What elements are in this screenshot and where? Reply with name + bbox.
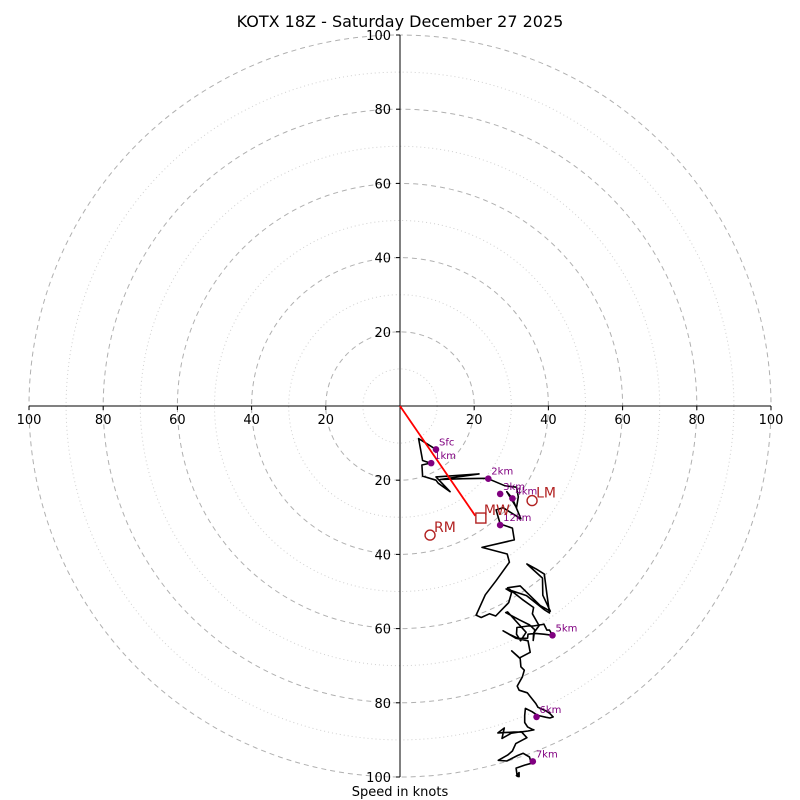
height-marker-label: 4km — [515, 486, 537, 497]
x-tick-label: 100 — [759, 413, 784, 428]
height-marker-label: 1km — [434, 451, 456, 462]
x-tick-label: 80 — [95, 413, 112, 428]
x-tick-label: 20 — [466, 413, 483, 428]
mean-wind-marker — [475, 512, 487, 524]
y-tick-label: 40 — [374, 548, 391, 563]
y-tick-label: 80 — [374, 103, 391, 118]
y-tick-label: 80 — [374, 697, 391, 712]
axis-ticks: 100 80 60 40 20 20 40 60 80 100 100 80 60 40 20 20 40 60 8… — [17, 29, 784, 786]
left-mover-label: LM — [536, 486, 556, 502]
left-mover-marker — [526, 494, 538, 507]
y-tick-label: 20 — [374, 474, 391, 489]
y-tick-label: 20 — [374, 326, 391, 341]
height-marker-dot — [509, 495, 516, 502]
mean-wind-label: MW — [484, 503, 510, 519]
storm-motion-layer: MW LM RM — [424, 486, 556, 541]
x-tick-label: 20 — [318, 413, 335, 428]
chart-title: KOTX 18Z - Saturday December 27 2025 — [237, 12, 564, 31]
height-marker-label: 6km — [540, 705, 562, 716]
height-marker-dot — [484, 475, 492, 483]
y-tick-label: 60 — [374, 177, 391, 192]
hodograph-trace — [417, 437, 555, 778]
height-marker-dot — [496, 521, 504, 529]
x-axis-label: Speed in knots — [352, 785, 449, 800]
x-tick-label: 80 — [689, 413, 706, 428]
height-marker-label: 2km — [491, 467, 513, 478]
y-tick-label: 100 — [366, 29, 391, 44]
right-mover-marker — [424, 529, 436, 541]
height-marker-label: 5km — [555, 623, 577, 634]
x-tick-label: 40 — [243, 413, 260, 428]
y-tick-label: 100 — [366, 771, 391, 786]
height-marker-dot — [427, 459, 435, 467]
shear-vector — [399, 405, 477, 517]
y-tick-label: 40 — [374, 252, 391, 267]
height-marker-label: 12km — [503, 513, 531, 524]
height-marker-dot — [549, 631, 556, 639]
height-marker-label: Sfc — [439, 437, 454, 448]
height-marker-dot — [533, 713, 540, 721]
height-marker-dot — [432, 446, 440, 453]
height-marker-label: 3km — [503, 482, 525, 493]
height-marker-dot — [529, 758, 537, 765]
right-mover-label: RM — [434, 520, 456, 536]
x-tick-label: 60 — [169, 413, 186, 428]
height-marker-label: 7km — [536, 749, 558, 760]
shear-vector-layer — [399, 405, 477, 517]
height-marker-dot — [496, 490, 504, 498]
wind-trace-layer — [417, 437, 555, 778]
x-tick-label: 100 — [17, 413, 42, 428]
y-tick-label: 60 — [374, 623, 391, 638]
x-tick-label: 40 — [540, 413, 557, 428]
x-tick-label: 60 — [614, 413, 631, 428]
